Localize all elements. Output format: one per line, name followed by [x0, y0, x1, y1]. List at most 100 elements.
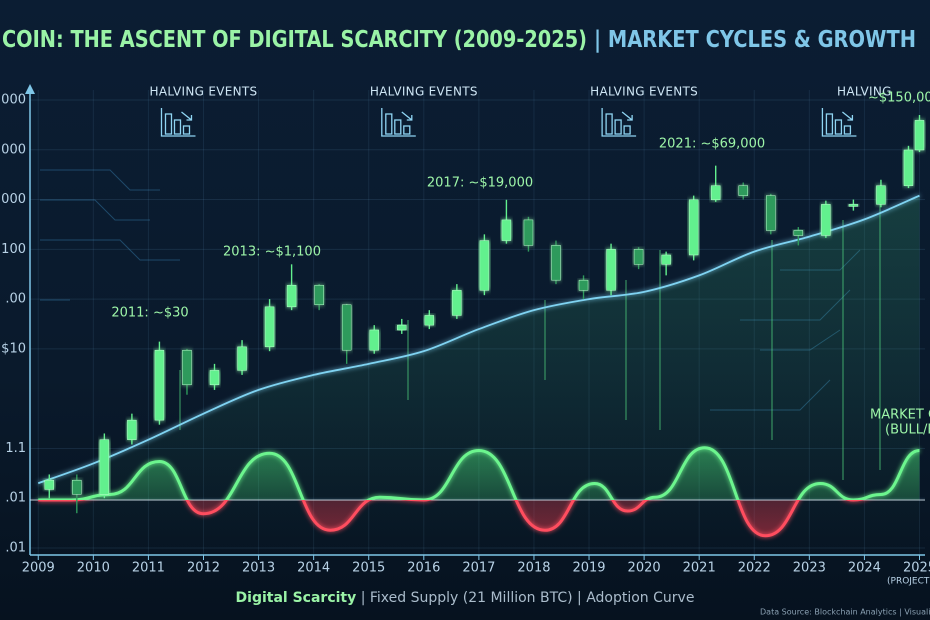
- caption: Digital Scarcity | Fixed Supply (21 Mill…: [236, 590, 695, 606]
- icon-bar: [605, 113, 613, 135]
- title-sub: | MARKET CYCLES & GROWTH: [594, 27, 916, 53]
- cycle-line-down: [38, 500, 864, 538]
- halving-icon: [381, 108, 416, 137]
- candle-body: [127, 419, 137, 440]
- circuit-line: [40, 169, 160, 191]
- candle-body: [44, 479, 55, 490]
- icon-bar: [843, 125, 852, 135]
- x-tick-label: 2012: [187, 561, 220, 576]
- candle-body: [501, 219, 512, 241]
- candle-body: [314, 284, 324, 306]
- icon-bar: [834, 119, 843, 135]
- candle-body: [99, 439, 110, 495]
- x-tick-label: 2019: [572, 561, 605, 576]
- y-tick-label: .01: [5, 541, 26, 556]
- x-tick-label: 2022: [738, 561, 771, 576]
- candle-body: [72, 479, 82, 495]
- candle-body: [633, 249, 644, 265]
- candle-body: [606, 249, 616, 291]
- candle-body: [551, 245, 561, 281]
- y-tick-label: 1.1: [5, 441, 26, 456]
- icon-arrow: [401, 111, 413, 121]
- y-tick-label: 000: [1, 142, 26, 157]
- candle-body: [710, 185, 721, 201]
- candle-body: [452, 290, 462, 316]
- annotation: ~$150,000: [868, 91, 930, 106]
- icon-bar: [173, 119, 182, 135]
- candle-body: [688, 199, 699, 256]
- candle-body: [369, 329, 379, 351]
- annotation: 2017: ~$19,000: [427, 176, 533, 191]
- candle-body: [876, 185, 886, 205]
- halving-icon: [160, 108, 196, 137]
- icon-bar: [385, 113, 393, 135]
- candle-body: [578, 279, 589, 291]
- adoption-line: [37, 194, 920, 485]
- x-tick-label: 2024: [848, 561, 881, 576]
- annotation: MARKET C: [870, 408, 930, 423]
- icon-bar: [182, 125, 191, 135]
- y-tick-label: 100: [1, 242, 26, 257]
- y-tick-label: 000: [1, 192, 26, 207]
- candle-body: [821, 204, 831, 236]
- candle-body: [237, 346, 247, 371]
- circuit-line: [40, 199, 150, 221]
- chart-title: COIN: THE ASCENT OF DIGITAL SCARCITY (20…: [2, 27, 916, 53]
- x-tick-label: 2010: [77, 561, 110, 576]
- x-tick-label: 2013: [242, 561, 275, 576]
- icon-frame: [381, 108, 416, 137]
- caption-key: Digital Scarcity: [236, 590, 357, 606]
- x-tick-label: 2009: [22, 561, 55, 576]
- candle-body: [523, 219, 534, 246]
- y-tick-label: .01: [5, 491, 26, 506]
- icon-bar: [614, 119, 622, 135]
- circuit-line: [40, 239, 180, 261]
- candle-body: [154, 349, 165, 421]
- halving-label: HALVING EVENTS: [370, 85, 478, 99]
- candle-body: [793, 230, 804, 236]
- source-note: Data Source: Blockchain Analytics | Visu…: [760, 608, 930, 617]
- candle-body: [397, 324, 407, 331]
- candle-body: [738, 185, 748, 196]
- y-tick-label: 000: [1, 93, 26, 108]
- candle-body: [341, 304, 352, 351]
- halving-label: HALVING: [837, 85, 892, 99]
- candle-body: [903, 149, 914, 186]
- cycle-area-up: [38, 447, 920, 500]
- annotation: 2021: ~$69,000: [659, 137, 765, 152]
- candle-body: [286, 284, 297, 308]
- icon-bar: [403, 125, 411, 135]
- title-main: COIN: THE ASCENT OF DIGITAL SCARCITY (20…: [2, 27, 587, 53]
- icon-bar: [623, 125, 631, 135]
- icon-bar: [164, 113, 173, 135]
- x-tick-label: 2018: [517, 561, 550, 576]
- x-tick-label: 2016: [407, 561, 440, 576]
- y-tick-label: .00: [5, 292, 26, 307]
- annotation: (BULL/B: [885, 423, 930, 438]
- halving-icon: [821, 108, 857, 137]
- candle-body: [479, 240, 490, 291]
- icon-bar: [825, 113, 834, 135]
- x-tick-label: 2011: [132, 561, 165, 576]
- candle-body: [209, 370, 220, 386]
- candle-body: [766, 195, 776, 231]
- icon-frame: [160, 108, 196, 137]
- x-tick-label: 2015: [352, 561, 385, 576]
- annotation: 2013: ~$1,100: [223, 245, 321, 260]
- halving-label: HALVING EVENTS: [150, 85, 258, 99]
- x-tick-label: 2021: [683, 561, 716, 576]
- icon-frame: [821, 108, 857, 137]
- icon-bar: [394, 119, 402, 135]
- candle-body: [848, 204, 859, 207]
- annotation: 2011: ~$30: [111, 306, 188, 321]
- x-tick-label: 2020: [628, 561, 661, 576]
- candle-body: [424, 315, 435, 326]
- icon-arrow: [621, 111, 633, 121]
- candle-body: [264, 306, 275, 348]
- x-tick-label: 2017: [462, 561, 495, 576]
- caption-rest: | Fixed Supply (21 Million BTC) | Adopti…: [356, 590, 694, 606]
- x-tick-label: 2014: [297, 561, 330, 576]
- cycle-line: [38, 446, 920, 500]
